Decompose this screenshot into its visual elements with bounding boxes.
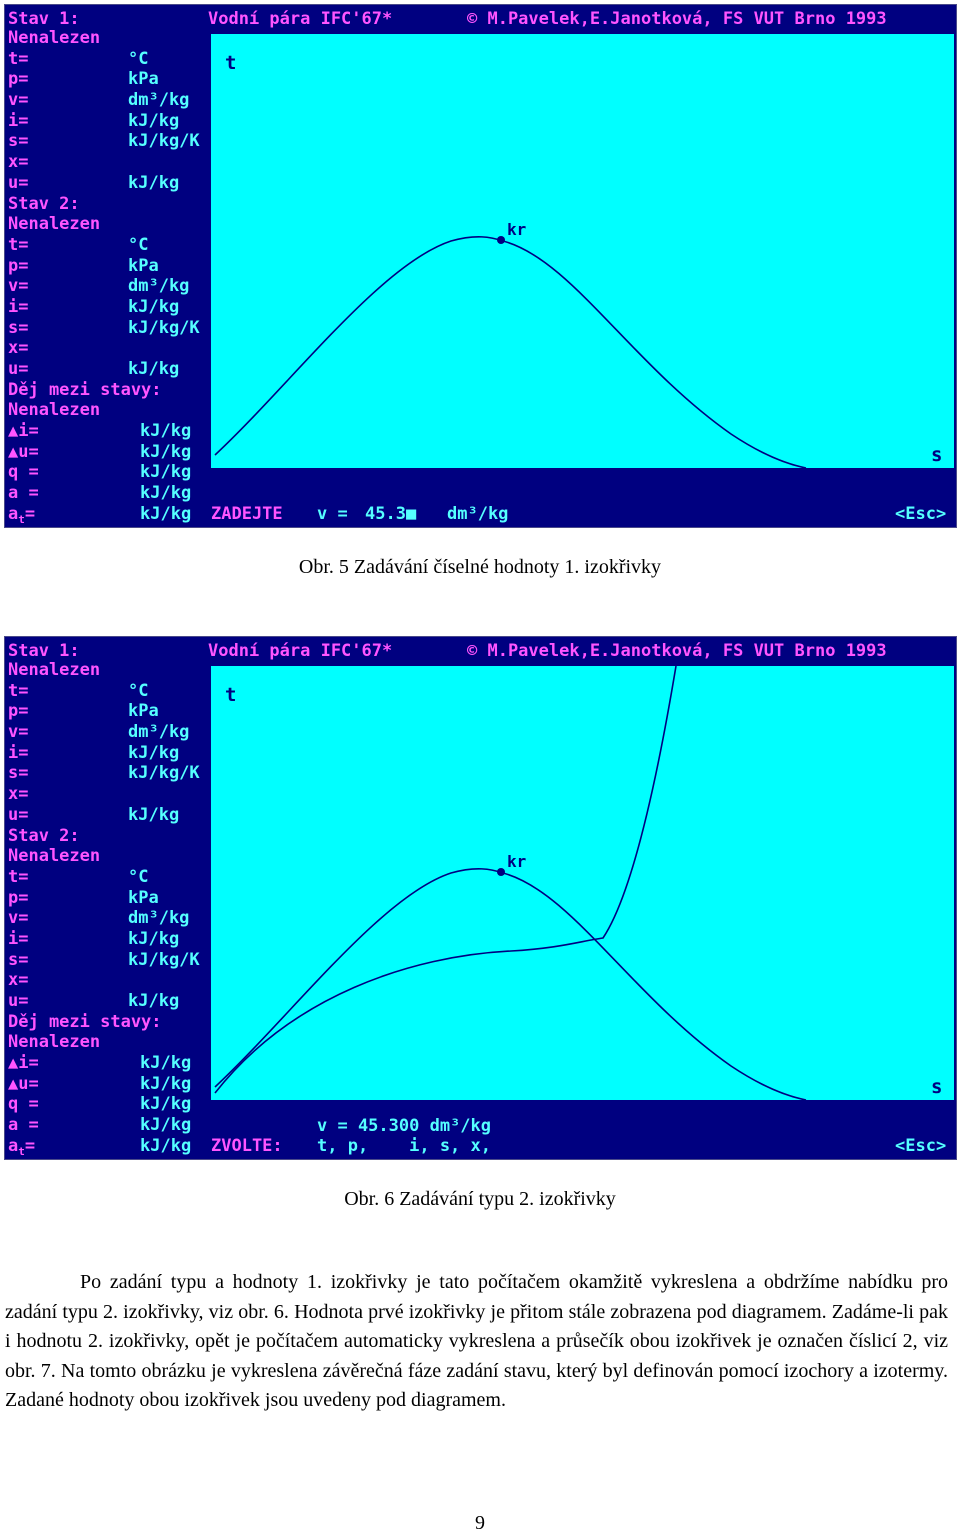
critical-point-label: kr: [507, 220, 526, 239]
state1-row-p: p= kPa: [8, 69, 159, 90]
header-copyright: © M.Pavelek,E.Janotková, FS VUT Brno 199…: [467, 641, 887, 661]
esc-key[interactable]: <Esc>: [895, 504, 947, 524]
state2-row-v: v= dm³/kg: [8, 908, 190, 929]
figure-caption-5: Obr. 5 Zadávání číselné hodnoty 1. izokř…: [298, 556, 662, 578]
state-panel: Nenalezen t= °C p= kPa v= dm³/kg i= kJ/kg s=…: [8, 28, 208, 526]
state-panel: Nenalezen t= °C p= kPa v= dm³/kg i= kJ/kg s=…: [8, 660, 208, 1158]
state2-row-v: v= dm³/kg: [8, 276, 190, 297]
process-row-at: at= kJ/kg: [8, 503, 192, 526]
state2-row-u: u= kJ/kg: [8, 991, 180, 1011]
prompt-label: ZVOLTE:: [211, 1136, 283, 1156]
process-row-a: a = kJ/kg: [8, 1115, 192, 1136]
isochore-curve: [214, 666, 677, 1094]
state2-heading: Stav 2:: [8, 825, 80, 846]
header-state: Stav 1:: [8, 9, 80, 29]
state2-heading: Stav 2:: [8, 193, 80, 214]
v-label: v =: [317, 504, 348, 524]
state1-row-t: t= °C: [8, 680, 149, 701]
state2-row-x: x=: [8, 338, 29, 359]
axis-label-t: t: [225, 684, 236, 706]
state1-row-t: t= °C: [8, 48, 149, 69]
page-number: 9: [475, 1512, 485, 1534]
state2-row-t: t= °C: [8, 866, 149, 887]
state2-row-x: x=: [8, 970, 29, 991]
program-screen-2: Stav 1: Vodní pára IFC'67* © M.Pavelek,E…: [4, 636, 957, 1160]
ts-diagram-svg: kr t s: [214, 52, 942, 468]
nenalezen-2: Nenalezen: [8, 846, 101, 867]
nenalezen-1: Nenalezen: [8, 660, 101, 680]
process-row-a: a = kJ/kg: [8, 483, 192, 504]
figure-caption-6: Obr. 6 Zadávání typu 2. izokřivky: [344, 1188, 616, 1210]
state1-row-s: s= kJ/kg/K: [8, 131, 200, 152]
axis-label-t: t: [225, 52, 236, 74]
state1-row-u: u= kJ/kg: [8, 804, 180, 825]
curve-type-options[interactable]: t, p, i, s, x,: [317, 1136, 491, 1156]
saturation-curve: [214, 236, 807, 468]
body-paragraph: Po zadání typu a hodnoty 1. izokřivky je…: [5, 1271, 948, 1411]
v-unit: dm³/kg: [447, 504, 509, 524]
input-bar: v = 45.300 dm³/kg ZVOLTE: t, p, i, s, x,…: [211, 1102, 954, 1158]
state2-row-p: p= kPa: [8, 887, 159, 908]
axis-label-s: s: [931, 444, 942, 466]
state1-row-u: u= kJ/kg: [8, 172, 180, 193]
esc-key[interactable]: <Esc>: [895, 1136, 947, 1156]
state1-row-p: p= kPa: [8, 701, 159, 722]
header-bar: Stav 1: Vodní pára IFC'67* © M.Pavelek,E…: [5, 639, 956, 665]
state1-row-x: x=: [8, 784, 29, 805]
header-state: Stav 1:: [8, 641, 80, 661]
axis-label-s: s: [931, 1076, 942, 1098]
process-heading: Děj mezi stavy:: [8, 379, 162, 400]
state1-row-i: i= kJ/kg: [8, 742, 180, 763]
nenalezen-3: Nenalezen: [8, 1032, 101, 1053]
nenalezen-1: Nenalezen: [8, 28, 101, 48]
program-screen-1: Stav 1: Vodní pára IFC'67* © M.Pavelek,E…: [4, 4, 957, 528]
v-input[interactable]: 45.3■: [365, 504, 417, 524]
v-value-display: v = 45.300 dm³/kg: [317, 1116, 491, 1136]
process-row-di: ▲i= kJ/kg: [8, 1053, 192, 1074]
process-heading: Děj mezi stavy:: [8, 1011, 162, 1032]
nenalezen-3: Nenalezen: [8, 400, 101, 421]
process-row-q: q = kJ/kg: [8, 1094, 192, 1115]
state2-row-t: t= °C: [8, 234, 149, 255]
header-title: Vodní pára IFC'67*: [208, 9, 393, 29]
state2-row-p: p= kPa: [8, 255, 159, 276]
state1-row-i: i= kJ/kg: [8, 110, 180, 131]
header-copyright: © M.Pavelek,E.Janotková, FS VUT Brno 199…: [467, 9, 887, 29]
state2-row-s: s= kJ/kg/K: [8, 949, 200, 970]
state1-row-x: x=: [8, 152, 29, 173]
critical-point: [497, 236, 505, 244]
header-title: Vodní pára IFC'67*: [208, 641, 393, 661]
state2-row-s: s= kJ/kg/K: [8, 317, 200, 338]
process-row-at: at= kJ/kg: [8, 1135, 192, 1158]
header-bar: Stav 1: Vodní pára IFC'67* © M.Pavelek,E…: [5, 7, 956, 33]
ts-diagram: kr t s: [211, 34, 954, 468]
process-row-q: q = kJ/kg: [8, 462, 192, 483]
state2-row-i: i= kJ/kg: [8, 296, 180, 317]
saturation-curve: [214, 868, 807, 1100]
state1-row-s: s= kJ/kg/K: [8, 763, 200, 784]
process-row-du: ▲u= kJ/kg: [8, 441, 192, 462]
state1-row-v: v= dm³/kg: [8, 722, 190, 743]
state1-row-v: v= dm³/kg: [8, 90, 190, 111]
ts-diagram: kr t s: [211, 666, 954, 1100]
ts-diagram-svg: kr t s: [214, 666, 942, 1100]
process-row-di: ▲i= kJ/kg: [8, 421, 192, 442]
critical-point-label: kr: [507, 852, 526, 871]
prompt-label: ZADEJTE: [211, 504, 283, 524]
state2-row-u: u= kJ/kg: [8, 359, 180, 379]
process-row-du: ▲u= kJ/kg: [8, 1073, 192, 1094]
input-bar: ZADEJTE v = 45.3■ dm³/kg <Esc>: [211, 470, 954, 526]
critical-point: [497, 868, 505, 876]
state2-row-i: i= kJ/kg: [8, 928, 180, 949]
nenalezen-2: Nenalezen: [8, 214, 101, 235]
